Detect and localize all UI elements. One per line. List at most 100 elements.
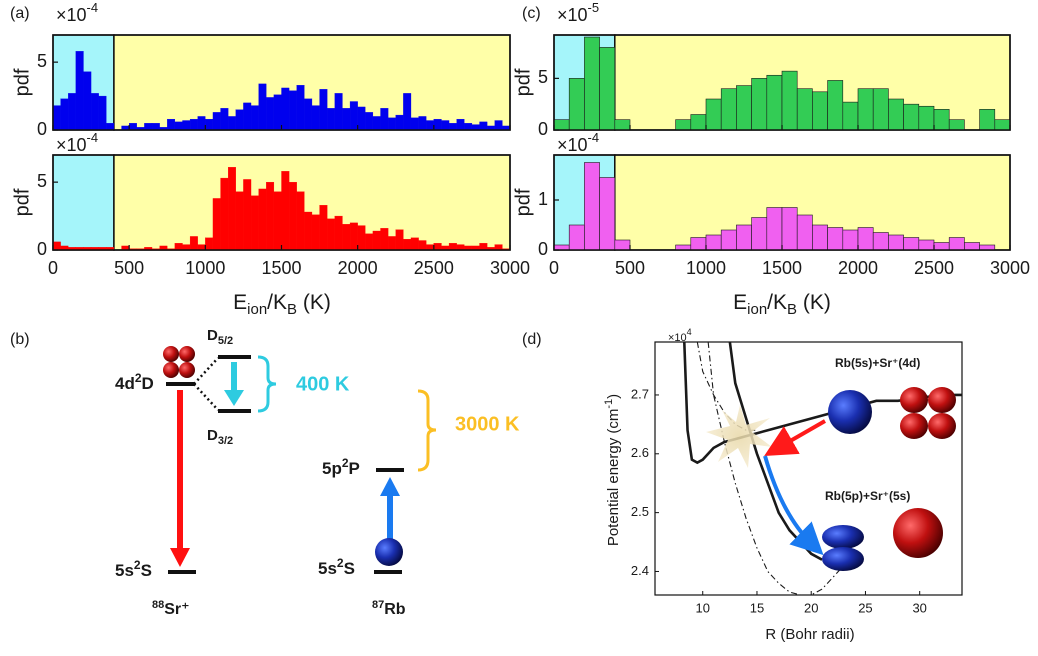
bar [433, 118, 442, 131]
annotation: Rb(5p)+Sr⁺(5s) [825, 489, 910, 503]
bar [395, 114, 404, 131]
s-orbital [375, 538, 403, 566]
bracket [417, 389, 437, 472]
axis-multiplier: ×10-4 [557, 130, 599, 154]
bar [182, 244, 191, 251]
bar [372, 230, 381, 251]
arrow [764, 419, 826, 456]
axis-multiplier: ×10-5 [557, 0, 599, 24]
label-sup: 87 [372, 599, 384, 611]
bar [266, 181, 275, 251]
y-tick-label: 2.5 [631, 504, 649, 519]
bar [796, 214, 813, 251]
bar [690, 114, 707, 131]
crossing-star [706, 405, 772, 468]
label-part: P [349, 459, 360, 478]
bar [464, 123, 473, 131]
bar [189, 236, 198, 251]
bar [994, 119, 1011, 131]
bar [918, 239, 935, 251]
connector [193, 357, 219, 385]
bar [948, 119, 965, 131]
bar [933, 109, 950, 131]
label-sup: 2 [337, 556, 344, 570]
axis-multiplier: ×104 [668, 327, 692, 344]
bar [948, 237, 965, 251]
x-tick-label: 3000 [490, 258, 530, 278]
label-part: /K [767, 291, 787, 314]
bar [380, 108, 389, 131]
bar [614, 119, 631, 131]
bar [349, 222, 358, 251]
bar [90, 93, 99, 131]
bar [319, 89, 328, 131]
bar [357, 106, 366, 131]
label-part: Rb [384, 601, 406, 618]
bar [720, 229, 737, 251]
bar [250, 105, 259, 131]
bar [433, 243, 442, 251]
bar [403, 238, 412, 251]
bar [827, 227, 844, 251]
bar [494, 244, 503, 251]
label-part: /K [267, 291, 287, 314]
bar [448, 123, 457, 131]
bar [174, 243, 183, 251]
multiplier-exponent: -4 [87, 0, 99, 15]
x-tick-label: 3000 [990, 258, 1030, 278]
bar [888, 98, 904, 131]
bar [766, 207, 783, 251]
x-tick-label: 30 [912, 600, 926, 615]
bar [410, 117, 419, 131]
bar [319, 205, 328, 251]
bar [827, 80, 844, 131]
panel-label: (a) [10, 5, 30, 22]
label-part: S [344, 559, 355, 578]
y-tick-label: 0 [37, 239, 47, 259]
bar [258, 83, 267, 131]
bracket [257, 355, 277, 413]
arrow [763, 455, 824, 556]
multiplier-base: ×10 [557, 135, 588, 155]
species-label: 87Rb [372, 599, 406, 618]
label-sub: B [287, 301, 297, 318]
x-tick-label: 500 [615, 258, 645, 278]
label-part: 5s [318, 559, 337, 578]
bar [334, 93, 343, 131]
level-label: D3/2 [207, 427, 233, 447]
bar [387, 117, 396, 131]
x-tick-label: 1500 [261, 258, 301, 278]
bar [311, 214, 320, 251]
bar [75, 51, 84, 131]
panel-label: (b) [10, 331, 30, 348]
bar [410, 237, 419, 251]
x-tick-label: 0 [549, 258, 559, 278]
connector [193, 383, 219, 411]
bar [479, 121, 488, 131]
arrow-head [224, 390, 244, 406]
bar [979, 109, 996, 131]
bar [228, 116, 236, 131]
bar [568, 78, 585, 131]
bar [796, 88, 813, 131]
bar [296, 191, 305, 251]
bar [736, 224, 752, 251]
bar [812, 91, 828, 131]
bar [220, 108, 229, 131]
bar [471, 124, 480, 131]
bar [781, 70, 798, 131]
y-axis-label: Potential energy (cm-1) [603, 394, 622, 546]
bar [584, 162, 600, 251]
bar [357, 225, 366, 251]
bar [334, 215, 343, 251]
bar [736, 85, 752, 131]
potential-curve [682, 342, 962, 465]
bar [68, 93, 76, 131]
bar [766, 74, 783, 131]
bar [614, 239, 631, 251]
multiplier-base: ×10 [668, 332, 687, 344]
level-label: 5p2P [322, 456, 360, 478]
bar [365, 112, 374, 131]
